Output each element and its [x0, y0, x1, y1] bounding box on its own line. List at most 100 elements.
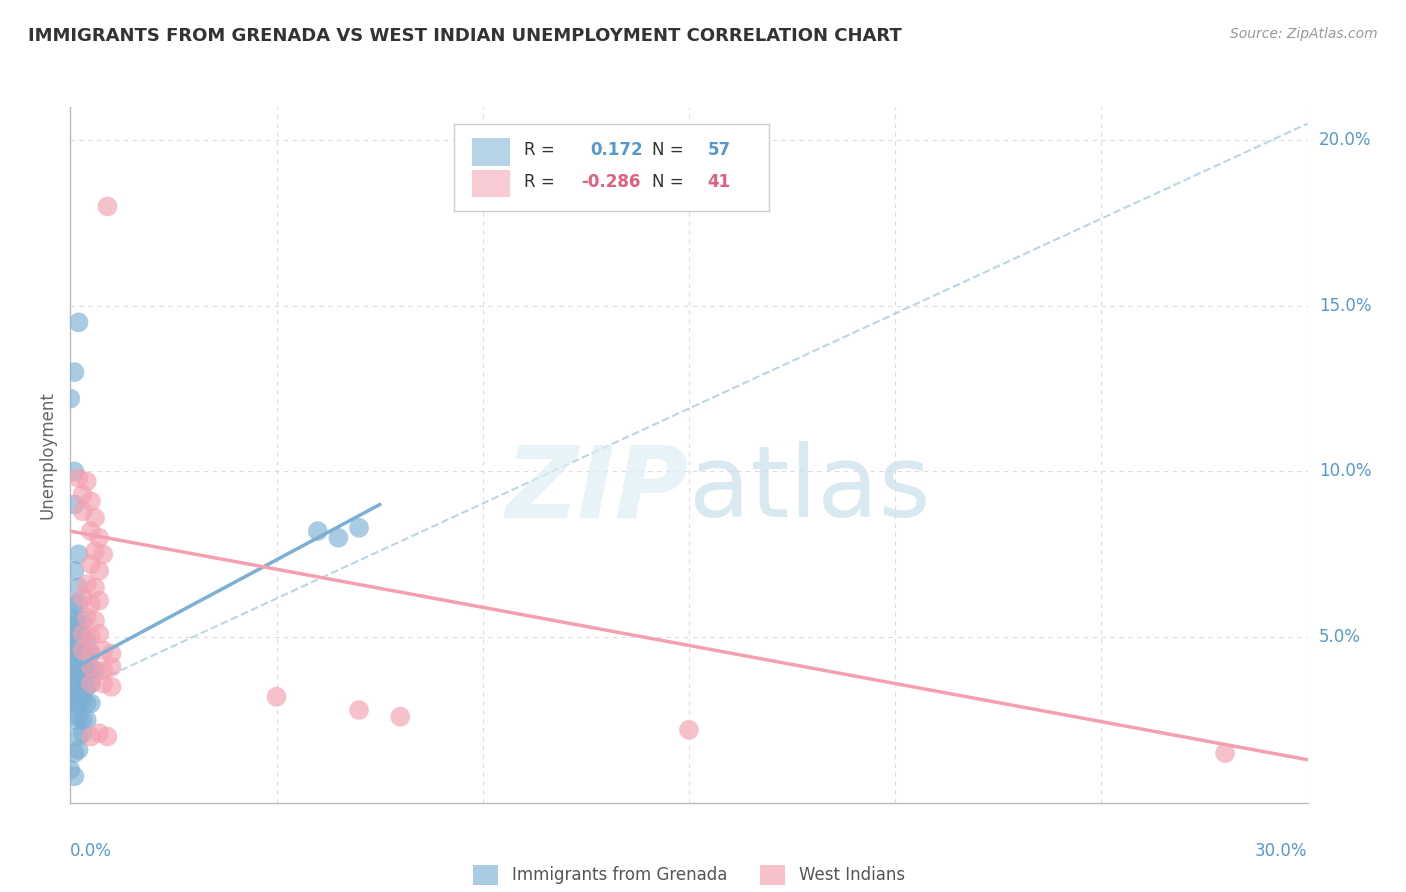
Point — [72, 504, 94, 518]
Point — [80, 558, 103, 572]
Point — [72, 630, 94, 644]
Point — [63, 769, 86, 783]
Text: 10.0%: 10.0% — [1319, 462, 1371, 481]
Point — [59, 647, 82, 661]
Point — [67, 743, 90, 757]
Point — [80, 697, 103, 711]
Text: atlas: atlas — [689, 442, 931, 538]
Point — [63, 564, 86, 578]
Text: IMMIGRANTS FROM GRENADA VS WEST INDIAN UNEMPLOYMENT CORRELATION CHART: IMMIGRANTS FROM GRENADA VS WEST INDIAN U… — [28, 27, 901, 45]
Point — [67, 647, 90, 661]
Point — [80, 676, 103, 690]
Legend: Immigrants from Grenada, West Indians: Immigrants from Grenada, West Indians — [474, 864, 904, 885]
Point — [678, 723, 700, 737]
Point — [72, 663, 94, 677]
Point — [59, 693, 82, 707]
Point — [347, 703, 370, 717]
Text: Source: ZipAtlas.com: Source: ZipAtlas.com — [1230, 27, 1378, 41]
Point — [72, 614, 94, 628]
Text: 0.0%: 0.0% — [70, 842, 112, 860]
Point — [80, 647, 103, 661]
FancyBboxPatch shape — [454, 124, 769, 211]
Point — [67, 315, 90, 329]
Point — [80, 730, 103, 744]
Text: 57: 57 — [707, 141, 731, 159]
Point — [389, 709, 412, 723]
Point — [80, 494, 103, 508]
Point — [63, 680, 86, 694]
Y-axis label: Unemployment: Unemployment — [38, 391, 56, 519]
Point — [84, 663, 107, 677]
Point — [76, 577, 98, 591]
Point — [63, 697, 86, 711]
Point — [100, 680, 122, 694]
Point — [63, 663, 86, 677]
Point — [67, 709, 90, 723]
Point — [72, 627, 94, 641]
Point — [76, 633, 98, 648]
Point — [63, 627, 86, 641]
Point — [100, 660, 122, 674]
Point — [96, 730, 118, 744]
Point — [80, 660, 103, 674]
Point — [63, 643, 86, 657]
Point — [80, 524, 103, 538]
Point — [76, 697, 98, 711]
Point — [63, 746, 86, 760]
Point — [1213, 746, 1236, 760]
Point — [91, 547, 114, 561]
Point — [76, 610, 98, 624]
Bar — [472, 169, 509, 197]
Point — [63, 365, 86, 379]
Point — [100, 647, 122, 661]
Point — [67, 630, 90, 644]
Text: N =: N = — [652, 173, 683, 191]
Point — [59, 763, 82, 777]
Point — [84, 544, 107, 558]
Point — [84, 511, 107, 525]
Text: -0.286: -0.286 — [581, 173, 641, 191]
Point — [89, 564, 111, 578]
Point — [89, 726, 111, 740]
Point — [89, 593, 111, 607]
Point — [72, 726, 94, 740]
Point — [89, 531, 111, 545]
Point — [76, 475, 98, 489]
Point — [63, 498, 86, 512]
Text: N =: N = — [652, 141, 683, 159]
Text: ZIP: ZIP — [506, 442, 689, 538]
Point — [72, 650, 94, 665]
Point — [67, 581, 90, 595]
Point — [91, 643, 114, 657]
Point — [67, 616, 90, 631]
Point — [63, 614, 86, 628]
Point — [72, 488, 94, 502]
Point — [72, 713, 94, 727]
Text: 30.0%: 30.0% — [1256, 842, 1308, 860]
Point — [59, 610, 82, 624]
Point — [89, 627, 111, 641]
Text: 41: 41 — [707, 173, 731, 191]
Bar — [472, 138, 509, 166]
Point — [96, 199, 118, 213]
Point — [67, 663, 90, 677]
Point — [67, 547, 90, 561]
Point — [91, 663, 114, 677]
Point — [80, 676, 103, 690]
Text: 20.0%: 20.0% — [1319, 131, 1371, 149]
Point — [59, 660, 82, 674]
Point — [80, 630, 103, 644]
Point — [59, 630, 82, 644]
Point — [76, 680, 98, 694]
Point — [72, 693, 94, 707]
Point — [72, 643, 94, 657]
Point — [266, 690, 288, 704]
Point — [63, 597, 86, 611]
Point — [76, 713, 98, 727]
Point — [76, 647, 98, 661]
Point — [59, 392, 82, 406]
Text: 0.172: 0.172 — [591, 141, 643, 159]
Text: R =: R = — [524, 141, 555, 159]
Point — [80, 597, 103, 611]
Point — [67, 730, 90, 744]
